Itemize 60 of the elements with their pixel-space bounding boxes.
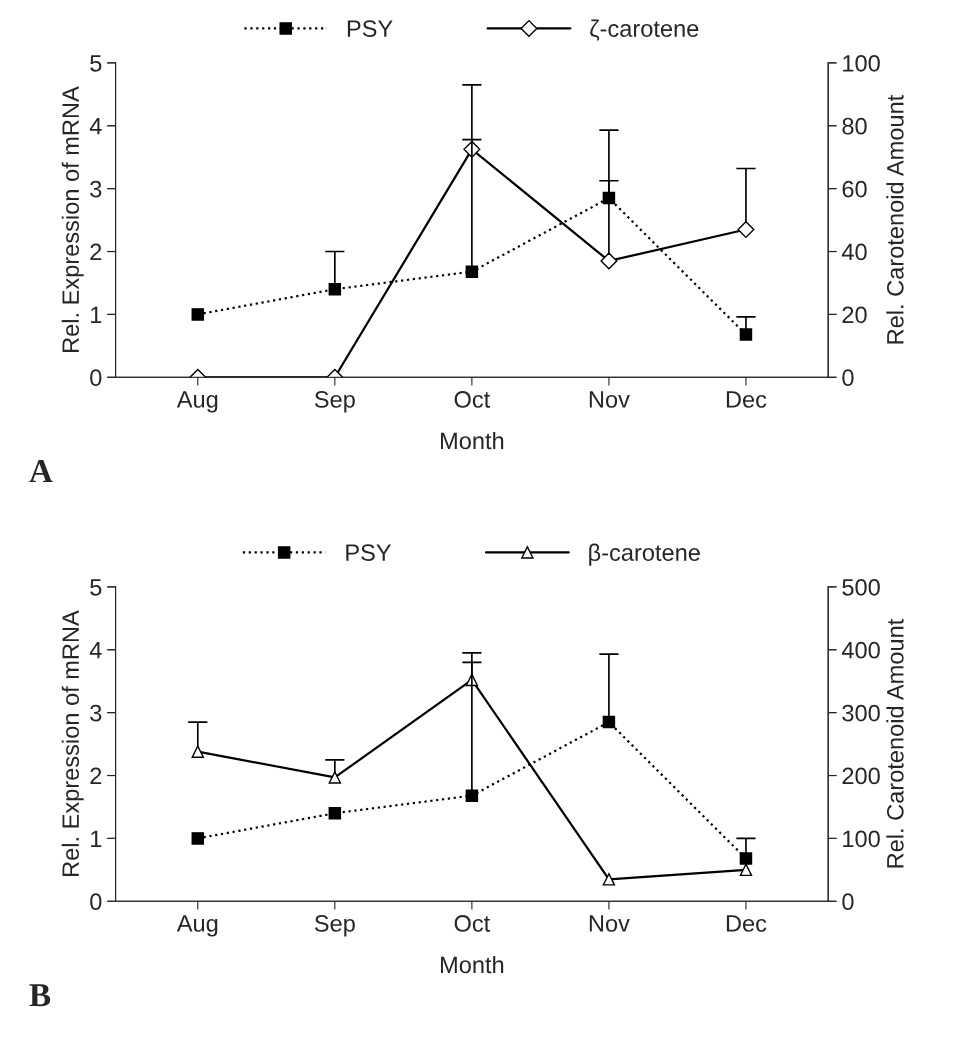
y2-axis-title: Rel. Carotenoid Amount — [886, 618, 904, 868]
legend-label: PSY — [347, 20, 393, 37]
x-tick-label: Sep — [314, 915, 355, 937]
x-tick-label: Aug — [176, 391, 218, 413]
y-tick-label: 1 — [91, 830, 102, 847]
point — [191, 308, 205, 321]
y-tick-label: 4 — [89, 118, 102, 135]
x-axis-title: Month — [441, 431, 504, 450]
text: B — [29, 984, 51, 1007]
point — [328, 806, 342, 820]
y2-tick-label: 40 — [841, 243, 867, 261]
y-tick-label: 5 — [90, 579, 102, 596]
x-tick-label: Dec — [726, 915, 767, 932]
y2-tick-label: 80 — [842, 117, 867, 135]
y-tick-label: 5 — [90, 55, 102, 72]
y-axis-title: Rel. Expression of mRNA — [61, 610, 84, 876]
x-tick-label: Nov — [589, 915, 630, 932]
y2-tick-label: 60 — [842, 180, 867, 198]
y2-tick-label: 0 — [842, 369, 854, 387]
point — [465, 789, 479, 802]
y2-tick-label: 100 — [843, 830, 880, 848]
y-tick-label: 1 — [91, 306, 102, 323]
y-axis-title: Rel. Expression of mRNA — [61, 86, 84, 352]
point — [602, 873, 616, 886]
point — [602, 191, 616, 205]
y-tick-label: 2 — [90, 243, 102, 261]
y2-tick-label: 500 — [842, 578, 880, 596]
y-tick-label: 3 — [90, 704, 102, 722]
point — [739, 863, 753, 877]
text: A — [29, 460, 53, 483]
point — [191, 832, 205, 845]
x-tick-label: Dec — [726, 391, 767, 408]
point — [328, 771, 342, 784]
point — [465, 265, 479, 278]
point — [739, 328, 753, 341]
point — [739, 852, 753, 865]
legend-label: β-carotene — [589, 543, 700, 566]
x-tick-label: Oct — [454, 391, 491, 408]
y2-tick-label: 0 — [842, 893, 854, 911]
x-tick-label: Nov — [589, 391, 630, 408]
y-tick-label: 4 — [89, 642, 102, 659]
x-axis-title: Month — [441, 955, 504, 974]
legend-label: PSY — [346, 544, 392, 561]
y2-tick-label: 20 — [842, 306, 867, 324]
x-tick-label: Aug — [176, 915, 218, 937]
y2-tick-label: 100 — [843, 54, 880, 72]
y-tick-label: 3 — [90, 180, 102, 198]
y-tick-label: 0 — [90, 369, 102, 387]
y-tick-label: 0 — [90, 893, 102, 911]
point — [602, 715, 616, 729]
y2-tick-label: 400 — [841, 641, 880, 659]
legend-label: ζ-carotene — [590, 19, 699, 41]
x-tick-label: Sep — [314, 391, 355, 413]
y2-tick-label: 300 — [842, 704, 880, 722]
y2-tick-label: 200 — [842, 767, 880, 785]
point — [328, 282, 342, 296]
y2-axis-title: Rel. Carotenoid Amount — [886, 94, 904, 344]
x-tick-label: Oct — [454, 915, 491, 932]
y-tick-label: 2 — [90, 767, 102, 785]
point — [191, 745, 205, 758]
